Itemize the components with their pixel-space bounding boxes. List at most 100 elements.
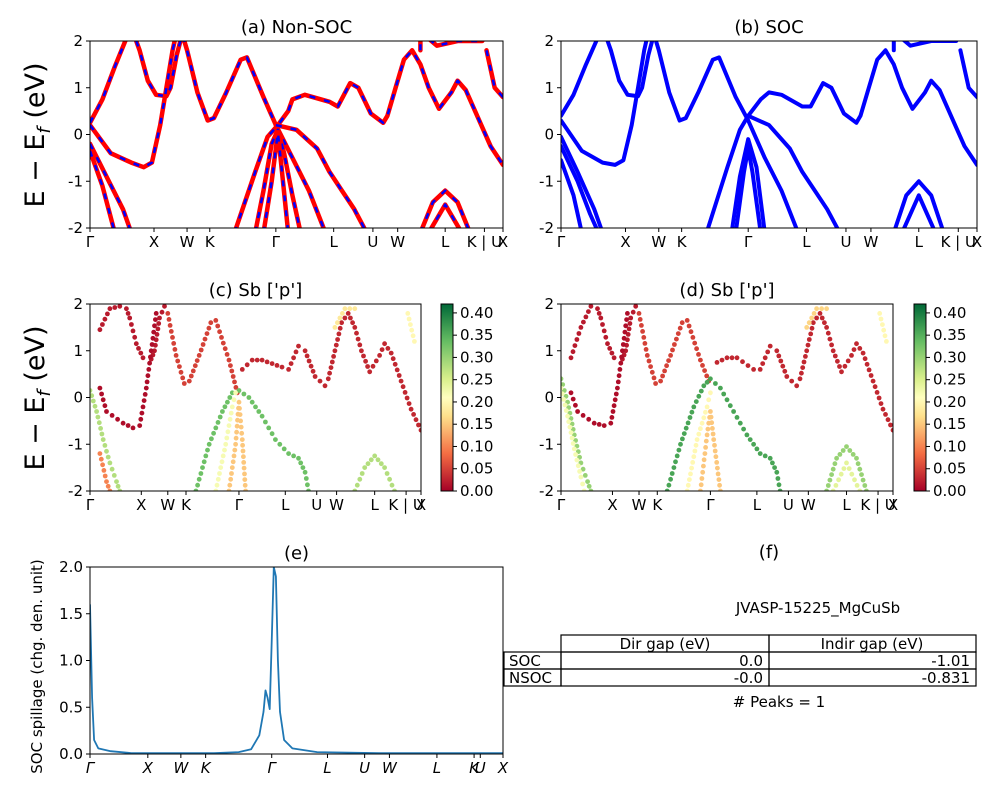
band-point <box>684 488 690 491</box>
band-point <box>675 331 681 336</box>
band-point <box>847 448 853 453</box>
band-point <box>754 446 760 452</box>
colorbar-tick-label: 0.35 <box>460 326 493 344</box>
band-point <box>90 388 93 393</box>
band-point <box>363 358 368 364</box>
band-point <box>712 448 718 454</box>
band-point <box>860 350 866 356</box>
band-point <box>829 342 834 348</box>
band-point <box>175 358 181 364</box>
band-line-8 <box>730 137 767 228</box>
band-point <box>832 353 838 359</box>
band-point <box>689 409 695 415</box>
band-point <box>561 382 566 387</box>
band-point <box>140 355 146 361</box>
band-point <box>734 355 740 361</box>
band-point <box>570 396 576 402</box>
x-tick-label: Γ <box>86 496 95 514</box>
band-point <box>691 454 697 460</box>
band-point <box>849 353 854 358</box>
band-point <box>203 453 209 459</box>
band-point <box>357 342 363 348</box>
band-point <box>794 383 800 389</box>
y-tick-label: 0 <box>73 389 83 407</box>
band-point <box>673 459 678 465</box>
band-point <box>596 422 602 427</box>
band-point <box>332 348 338 354</box>
panel-f-gap-table: (f) JVASP-15225_MgCuSb Dir gap (eV) Indi… <box>503 542 977 711</box>
band-point <box>218 465 224 470</box>
band-point <box>852 477 857 483</box>
band-point <box>860 477 866 483</box>
band-point <box>408 406 414 412</box>
band-point <box>741 426 746 432</box>
band-point <box>703 409 708 415</box>
band-point <box>715 471 721 477</box>
band-point <box>266 425 272 431</box>
x-tick-label: U <box>840 233 851 251</box>
band-point <box>231 453 237 459</box>
band-point <box>674 453 680 459</box>
band-point <box>133 341 139 347</box>
x-tick-label: K <box>201 759 212 777</box>
band-point <box>214 482 220 488</box>
band-point <box>880 406 886 412</box>
band-point <box>196 353 202 358</box>
band-point <box>834 455 839 461</box>
column-header-indir-gap: Indir gap (eV) <box>821 635 924 653</box>
band-point <box>152 348 157 354</box>
x-tick-label: L <box>281 496 290 514</box>
band-point <box>406 316 412 322</box>
band-point <box>737 420 743 426</box>
band-point <box>855 461 861 467</box>
band-point <box>609 415 615 420</box>
x-tick-label: W <box>863 233 878 251</box>
x-tick-label: L <box>802 233 811 251</box>
band-point <box>804 348 810 354</box>
band-point <box>157 315 162 321</box>
band-point <box>633 304 639 309</box>
band-point <box>306 488 311 491</box>
band-point <box>230 374 236 379</box>
band-line-0 <box>90 41 183 126</box>
band-point <box>571 446 577 452</box>
band-point <box>382 465 387 470</box>
band-point <box>810 320 816 326</box>
band-point <box>694 437 700 442</box>
band-point <box>765 349 771 355</box>
band-point <box>286 451 291 456</box>
band-point <box>296 455 301 461</box>
band-point <box>102 443 108 448</box>
band-point <box>838 471 844 477</box>
band-point <box>727 403 733 409</box>
band-point <box>146 367 152 372</box>
band-point <box>574 337 580 342</box>
band-point <box>390 356 396 362</box>
colorbar-tick-label: 0.15 <box>460 415 493 433</box>
band-point <box>600 322 605 327</box>
band-point <box>868 373 874 378</box>
band-point <box>173 353 179 358</box>
x-tick-label: U <box>475 759 486 777</box>
band-point <box>562 402 568 408</box>
band-point <box>230 459 236 465</box>
band-point <box>322 383 328 389</box>
band-point <box>365 461 371 467</box>
band-point <box>777 488 783 491</box>
band-point <box>120 420 126 426</box>
band-point <box>337 315 343 321</box>
x-tick-label: Γ <box>86 233 95 251</box>
band-point <box>196 476 202 482</box>
band-point <box>724 397 730 403</box>
band-point <box>711 437 717 442</box>
x-tick-label: W <box>160 496 175 514</box>
band-point <box>406 401 412 406</box>
band-point <box>90 393 95 399</box>
band-point <box>243 488 248 491</box>
band-point <box>325 376 331 382</box>
cell-nsoc-dir-gap: -0.0 <box>734 669 763 687</box>
band-point <box>884 339 889 344</box>
y-axis-label-middle: E − Ef (eV) <box>20 326 55 471</box>
band-point <box>94 409 99 414</box>
